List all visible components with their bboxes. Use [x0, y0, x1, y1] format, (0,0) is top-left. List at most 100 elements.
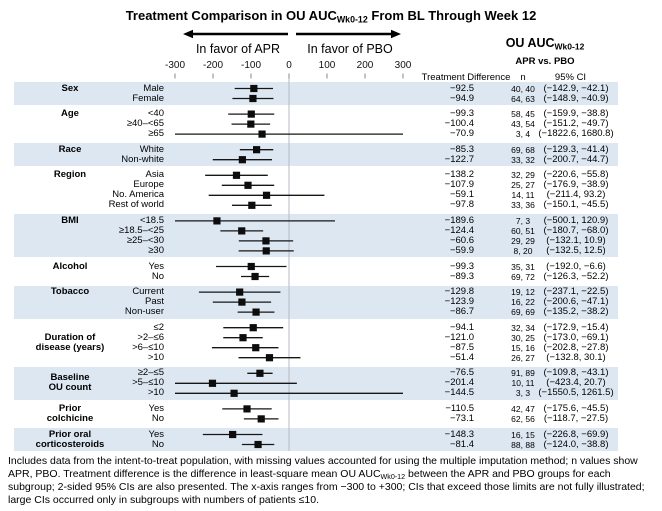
footnote-subscript: Wk0-12	[380, 472, 406, 481]
row-n-values: 35, 31	[511, 261, 535, 272]
row-n-values: 3, 3	[515, 388, 531, 399]
row-95ci: (−159.9, −38.8)	[543, 108, 609, 120]
row-treatment-difference: −107.9	[444, 179, 474, 191]
subgroup-label: Duration of	[44, 331, 96, 343]
row-95ci: (−124.0, −38.8)	[543, 438, 609, 450]
row-95ci: (−135.2, −38.2)	[543, 306, 609, 318]
row-category-label: ≥25–<30	[126, 234, 164, 246]
favor-apr-arrowhead-icon	[183, 29, 193, 39]
row-category-label: ≥30	[148, 244, 164, 256]
row-n-values: 33, 36	[511, 200, 535, 211]
subgroup-label: OU count	[48, 382, 92, 394]
right-header-subtitle: APR vs. PBO	[515, 55, 575, 67]
row-treatment-difference: −121.0	[444, 331, 474, 343]
row-95ci: (−211.4, 93.2)	[546, 189, 606, 201]
row-n-values: 10, 11	[511, 378, 535, 389]
row-n-values: 58, 45	[511, 109, 535, 120]
row-category-label: Past	[144, 296, 164, 308]
x-axis-tick-label: 0	[286, 60, 292, 71]
row-n-values: 7, 3	[515, 215, 531, 226]
subgroup-band-bmi	[14, 214, 618, 258]
subgroup-band-tobacco	[14, 285, 618, 319]
row-treatment-difference: −59.9	[449, 244, 474, 256]
x-axis-tick-label: 100	[318, 60, 336, 71]
row-n-values: 30, 25	[511, 332, 535, 343]
row-treatment-difference: −99.3	[449, 260, 474, 272]
row-treatment-difference: −129.8	[444, 286, 474, 298]
favor-pbo-arrowhead-icon	[391, 29, 401, 39]
row-95ci: (−176.9, −38.9)	[543, 179, 609, 191]
subgroup-label: Race	[58, 143, 82, 155]
subgroup-label: Region	[53, 169, 87, 181]
row-category-label: >6–≤10	[132, 341, 164, 353]
row-category-label: ≥2–≤5	[137, 367, 164, 379]
row-treatment-difference: −100.4	[444, 118, 474, 130]
right-header-text: OU AUC	[505, 36, 555, 50]
row-treatment-difference: −89.3	[449, 270, 474, 282]
row-n-values: 33, 32	[511, 154, 535, 165]
row-95ci: (−129.3, −41.4)	[543, 143, 609, 155]
row-category-label: Rest of world	[108, 199, 164, 211]
row-95ci: (−500.1, 120.9)	[543, 214, 609, 226]
row-95ci: (−200.7, −44.7)	[543, 153, 609, 165]
subgroup-label: Alcohol	[52, 260, 88, 272]
row-n-values: 64, 63	[511, 93, 535, 104]
row-category-label: Europe	[133, 179, 164, 191]
row-95ci: (−237.1, −22.5)	[543, 286, 609, 298]
row-95ci: (−132.5, 12.5)	[546, 244, 606, 256]
row-treatment-difference: −189.6	[444, 214, 474, 226]
row-treatment-difference: −122.7	[444, 153, 474, 165]
row-95ci: (−109.8, −43.1)	[543, 367, 609, 379]
row-treatment-difference: −60.6	[449, 234, 474, 246]
row-95ci: (−220.6, −55.8)	[543, 169, 609, 181]
column-header-n: n	[520, 72, 526, 83]
row-treatment-difference: −70.9	[449, 128, 474, 140]
row-treatment-difference: −73.1	[449, 412, 474, 424]
row-treatment-difference: −138.2	[444, 169, 474, 181]
subgroup-label: corticosteroids	[35, 438, 105, 450]
footnote-text: Includes data from the intent-to-treat p…	[8, 455, 638, 480]
row-95ci: (−132.1, 10.9)	[546, 234, 606, 246]
row-n-values: 60, 51	[511, 225, 535, 236]
row-treatment-difference: −86.7	[449, 306, 474, 318]
row-category-label: ≥18.5–<25	[118, 224, 164, 236]
x-axis-tick-label: 300	[394, 60, 412, 71]
row-95ci: (−132.8, 30.1)	[546, 351, 606, 363]
row-n-values: 88, 88	[511, 439, 535, 450]
row-95ci: (−423.4, 20.7)	[546, 377, 606, 389]
column-header-treatment-difference: Treatment Difference	[421, 72, 511, 83]
row-category-label: <40	[147, 108, 164, 120]
row-treatment-difference: −76.5	[449, 367, 474, 379]
subgroup-band-sex	[14, 82, 618, 105]
row-category-label: Male	[143, 82, 164, 94]
row-95ci: (−226.8, −69.9)	[543, 428, 609, 440]
subgroup-label: Sex	[61, 82, 79, 94]
footnote: Includes data from the intent-to-treat p…	[8, 455, 658, 507]
row-treatment-difference: −85.3	[449, 143, 474, 155]
row-treatment-difference: −81.4	[449, 438, 474, 450]
row-category-label: Asia	[145, 169, 164, 181]
row-category-label: Non-white	[121, 153, 164, 165]
row-95ci: (−1550.5, 1261.5)	[538, 387, 614, 399]
row-category-label: Female	[132, 92, 164, 104]
right-header: OU AUCWk0-12 APR vs. PBO	[455, 36, 635, 67]
row-category-label: Yes	[148, 260, 165, 272]
row-treatment-difference: −94.1	[449, 321, 474, 333]
row-n-values: 14, 11	[511, 190, 535, 201]
subgroup-label: disease (years)	[35, 341, 105, 353]
row-95ci: (−180.7, −68.0)	[543, 224, 609, 236]
footnote-text-2: between the APR and PBO groups for each …	[8, 467, 645, 507]
row-95ci: (−126.3, −52.2)	[543, 270, 609, 282]
row-95ci: (−192.0, −6.6)	[546, 260, 606, 272]
x-axis-tick-label: -100	[240, 60, 261, 71]
row-treatment-difference: −97.8	[449, 199, 474, 211]
row-treatment-difference: −110.5	[445, 402, 474, 414]
row-category-label: No. America	[112, 189, 164, 201]
row-n-values: 62, 56	[511, 413, 535, 424]
row-category-label: <18.5	[139, 214, 164, 226]
figure-title-text: Treatment Comparison in OU AUC	[125, 8, 337, 23]
row-n-values: 16, 15	[511, 429, 535, 440]
figure-title-subscript: Wk0-12	[336, 14, 368, 25]
row-category-label: Yes	[148, 402, 165, 414]
